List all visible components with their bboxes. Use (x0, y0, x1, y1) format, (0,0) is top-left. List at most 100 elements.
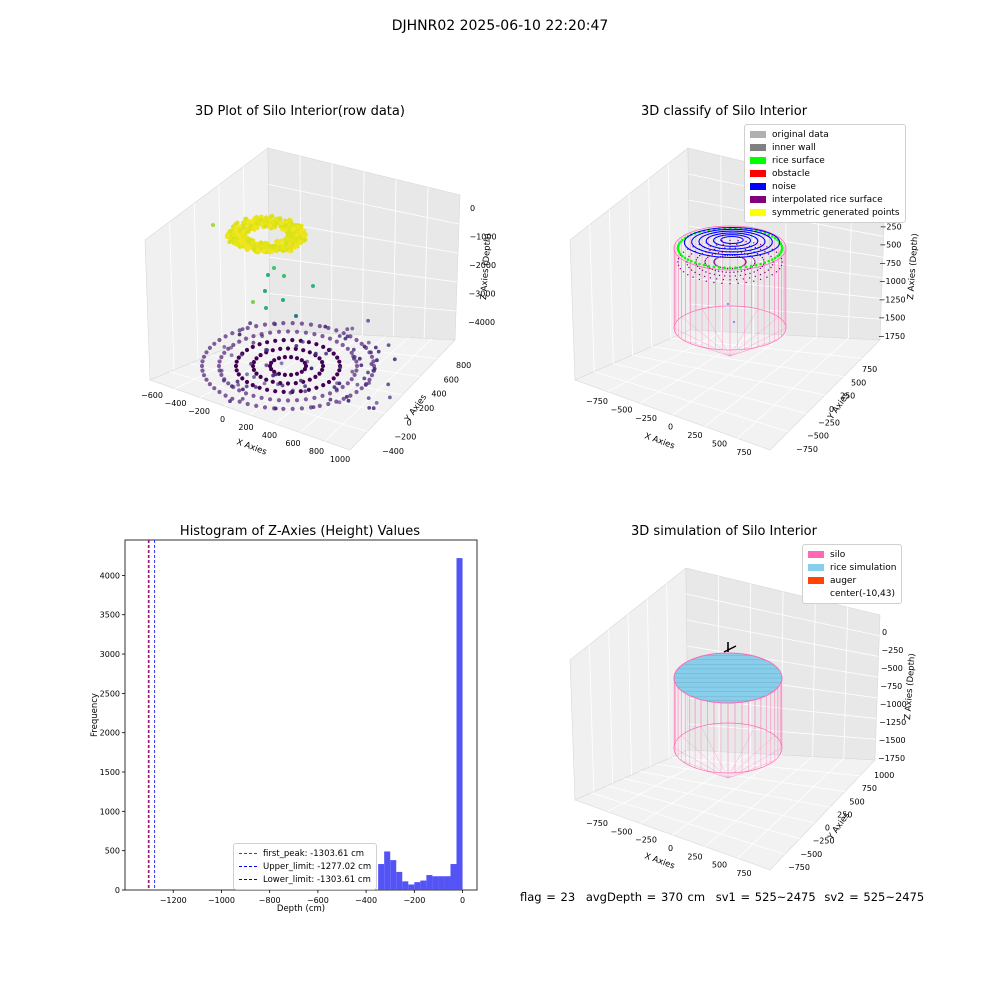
data-point (274, 246, 279, 251)
data-point (207, 382, 212, 387)
data-point (237, 332, 242, 337)
interpolated-point (736, 278, 738, 281)
interpolated-point (753, 258, 755, 260)
interpolated-point (747, 254, 749, 256)
plot2-z-tick-7: −1750 (878, 332, 905, 341)
data-point (369, 362, 374, 366)
interpolated-point (716, 244, 718, 246)
plot2-z-tick-3: −750 (879, 259, 901, 268)
data-point (292, 226, 297, 231)
status-avg-depth: avgDepth = 370 cm (585, 890, 706, 904)
rice-surface-point (693, 261, 697, 265)
plot1-x-tick-3: 0 (220, 415, 225, 424)
rice-surface-point (780, 244, 784, 248)
rice-surface-point (676, 246, 680, 250)
plot2-x-tick-2: −250 (635, 414, 657, 423)
data-point (272, 358, 277, 363)
plot1-x-tick-6: 600 (285, 439, 300, 448)
plot1-z-tick-4: −4000 (468, 318, 495, 327)
interpolated-point (736, 243, 738, 246)
data-point (204, 350, 209, 355)
interpolated-point (759, 243, 762, 246)
interpolated-point (742, 257, 744, 259)
grid-line (648, 178, 653, 347)
data-point (256, 243, 261, 249)
data-point (386, 343, 391, 347)
data-point (294, 398, 300, 403)
interpolated-point (778, 268, 781, 270)
plot4-z-tick-6: −1500 (879, 736, 906, 745)
plot4-y-tick-7: 1000 (874, 771, 894, 780)
plot1-y-tick-6: 800 (456, 361, 471, 370)
data-point (257, 342, 262, 347)
rice-surface-point (770, 235, 774, 238)
plot4-y-tick-5: 500 (849, 797, 864, 806)
grid-line (229, 346, 421, 378)
rice-surface-point (773, 256, 777, 260)
legend-item-upper-limit: Upper_limit: -1277.02 cm (239, 860, 371, 873)
interpolated-point (677, 261, 679, 263)
grid-line (608, 209, 614, 364)
data-point (254, 371, 259, 376)
interpolated-point (754, 246, 756, 249)
data-point (373, 345, 378, 350)
data-point (350, 326, 355, 331)
silo-floor-line (727, 760, 775, 779)
histogram-title: Histogram of Z-Axies (Height) Values (179, 524, 421, 539)
data-point (346, 398, 351, 403)
interpolated-point (753, 242, 755, 244)
data-point (219, 368, 224, 373)
plot4-z-tick-4: −1000 (880, 700, 907, 709)
data-point (321, 344, 326, 349)
histogram-bar (384, 851, 391, 890)
data-point (367, 406, 372, 410)
y-tick-label: 0 (115, 886, 120, 895)
data-point (290, 338, 295, 343)
grid-line (639, 771, 831, 808)
noise-ring (683, 226, 781, 259)
plot4-3d-axes: −750−500−2500250500750−750−500−250025050… (569, 567, 918, 878)
data-point (276, 398, 282, 403)
grid-line (812, 599, 816, 757)
interpolated-point (749, 267, 751, 269)
interpolated-point (747, 268, 749, 270)
legend-item-symmetric: symmetric generated points (750, 206, 900, 219)
data-point (283, 223, 288, 228)
data-point (270, 348, 275, 353)
grid-line (843, 607, 849, 759)
data-point (273, 216, 278, 222)
plot2-z-tick-2: −500 (879, 241, 901, 250)
rice-surface-point (681, 254, 684, 258)
data-point (294, 344, 299, 348)
data-point (328, 397, 333, 402)
plot1-x-tick-7: 800 (309, 447, 324, 456)
data-point (331, 351, 336, 356)
silo-top-ring (673, 225, 787, 271)
plot2-title: 3D classify of Silo Interior (640, 104, 808, 119)
silo-floor-line (727, 726, 756, 779)
rice-surface-point (778, 252, 781, 256)
data-point (334, 339, 339, 344)
interpolated-point (692, 276, 694, 278)
rice-surface-point (677, 242, 681, 246)
data-point (354, 368, 359, 373)
data-point (231, 342, 236, 348)
rice-surface-point (779, 242, 783, 246)
data-point (266, 273, 270, 277)
grid-line (632, 354, 826, 396)
interpolated-point (759, 273, 762, 276)
data-point (306, 340, 311, 345)
data-point (388, 395, 392, 400)
silo-floor-line (673, 747, 729, 779)
plot2-y-tick-4: 250 (840, 392, 855, 401)
data-point (236, 355, 241, 360)
plot2-legend: original data inner wall rice surface ob… (744, 124, 906, 223)
grid-line (169, 371, 368, 433)
y-tick-label: 2500 (100, 689, 120, 698)
rice-surface-point (779, 250, 783, 254)
data-point (298, 389, 303, 394)
interpolated-point (705, 258, 707, 260)
data-point (302, 367, 307, 372)
data-point (200, 368, 205, 373)
data-point (334, 387, 339, 392)
